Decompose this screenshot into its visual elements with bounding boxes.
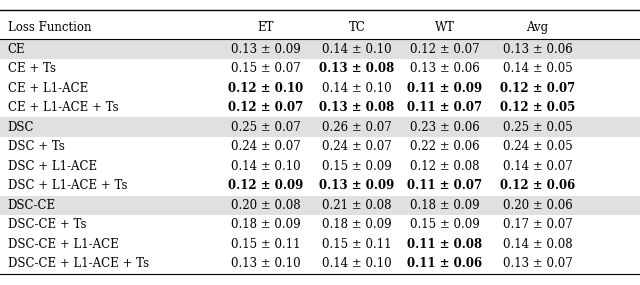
Text: 0.18 ± 0.09: 0.18 ± 0.09 (410, 199, 479, 212)
Text: 0.11 ± 0.09: 0.11 ± 0.09 (407, 82, 483, 95)
Text: 0.14 ± 0.10: 0.14 ± 0.10 (231, 160, 300, 173)
Text: CE + L1-ACE + Ts: CE + L1-ACE + Ts (8, 101, 118, 114)
Text: Avg: Avg (527, 21, 548, 34)
Text: 0.13 ± 0.09: 0.13 ± 0.09 (231, 42, 300, 56)
Text: 0.15 ± 0.09: 0.15 ± 0.09 (323, 160, 392, 173)
Text: DSC + Ts: DSC + Ts (8, 140, 65, 153)
Text: 0.15 ± 0.11: 0.15 ± 0.11 (323, 238, 392, 251)
Text: 0.18 ± 0.09: 0.18 ± 0.09 (231, 218, 300, 231)
Text: 0.14 ± 0.10: 0.14 ± 0.10 (323, 82, 392, 95)
Text: CE + Ts: CE + Ts (8, 62, 56, 75)
Text: 0.14 ± 0.07: 0.14 ± 0.07 (503, 160, 572, 173)
Text: DSC-CE + L1-ACE + Ts: DSC-CE + L1-ACE + Ts (8, 257, 149, 270)
Text: 0.17 ± 0.07: 0.17 ± 0.07 (503, 218, 572, 231)
Text: 0.13 ± 0.06: 0.13 ± 0.06 (503, 42, 572, 56)
Text: 0.11 ± 0.07: 0.11 ± 0.07 (407, 101, 483, 114)
Text: Loss Function: Loss Function (8, 21, 91, 34)
Bar (0, 39, 640, 59)
Text: 0.18 ± 0.09: 0.18 ± 0.09 (323, 218, 392, 231)
Text: 0.14 ± 0.08: 0.14 ± 0.08 (503, 238, 572, 251)
Text: 0.26 ± 0.07: 0.26 ± 0.07 (323, 121, 392, 134)
Text: 0.22 ± 0.06: 0.22 ± 0.06 (410, 140, 479, 153)
Text: 0.11 ± 0.06: 0.11 ± 0.06 (407, 257, 483, 270)
Text: 0.13 ± 0.06: 0.13 ± 0.06 (410, 62, 479, 75)
Text: 0.12 ± 0.07: 0.12 ± 0.07 (228, 101, 303, 114)
Text: 0.12 ± 0.07: 0.12 ± 0.07 (410, 42, 479, 56)
Text: 0.13 ± 0.10: 0.13 ± 0.10 (231, 257, 300, 270)
Text: 0.11 ± 0.08: 0.11 ± 0.08 (407, 238, 483, 251)
Text: 0.12 ± 0.09: 0.12 ± 0.09 (228, 179, 303, 192)
Text: 0.25 ± 0.07: 0.25 ± 0.07 (231, 121, 300, 134)
Text: 0.12 ± 0.10: 0.12 ± 0.10 (228, 82, 303, 95)
Text: 0.20 ± 0.06: 0.20 ± 0.06 (503, 199, 572, 212)
Text: WT: WT (435, 21, 455, 34)
Text: 0.12 ± 0.07: 0.12 ± 0.07 (500, 82, 575, 95)
Text: CE + L1-ACE: CE + L1-ACE (8, 82, 88, 95)
Text: 0.12 ± 0.08: 0.12 ± 0.08 (410, 160, 479, 173)
Text: DSC + L1-ACE + Ts: DSC + L1-ACE + Ts (8, 179, 127, 192)
Text: ET: ET (257, 21, 274, 34)
Text: 0.14 ± 0.10: 0.14 ± 0.10 (323, 42, 392, 56)
Text: 0.15 ± 0.11: 0.15 ± 0.11 (231, 238, 300, 251)
Text: 0.13 ± 0.09: 0.13 ± 0.09 (319, 179, 395, 192)
Text: 0.20 ± 0.08: 0.20 ± 0.08 (231, 199, 300, 212)
Text: 0.13 ± 0.07: 0.13 ± 0.07 (503, 257, 572, 270)
Text: 0.23 ± 0.06: 0.23 ± 0.06 (410, 121, 479, 134)
Text: TC: TC (349, 21, 365, 34)
Text: DSC + L1-ACE: DSC + L1-ACE (8, 160, 97, 173)
Bar (0, 117, 640, 137)
Text: 0.24 ± 0.07: 0.24 ± 0.07 (231, 140, 300, 153)
Text: CE: CE (8, 42, 26, 56)
Text: DSC: DSC (8, 121, 34, 134)
Text: 0.11 ± 0.07: 0.11 ± 0.07 (407, 179, 483, 192)
Text: 0.12 ± 0.06: 0.12 ± 0.06 (500, 179, 575, 192)
Text: 0.14 ± 0.05: 0.14 ± 0.05 (503, 62, 572, 75)
Text: 0.15 ± 0.07: 0.15 ± 0.07 (231, 62, 300, 75)
Text: 0.15 ± 0.09: 0.15 ± 0.09 (410, 218, 479, 231)
Text: 0.14 ± 0.10: 0.14 ± 0.10 (323, 257, 392, 270)
Text: 0.24 ± 0.05: 0.24 ± 0.05 (503, 140, 572, 153)
Text: 0.13 ± 0.08: 0.13 ± 0.08 (319, 62, 395, 75)
Text: 0.13 ± 0.08: 0.13 ± 0.08 (319, 101, 395, 114)
Text: 0.12 ± 0.05: 0.12 ± 0.05 (500, 101, 575, 114)
Bar (0, 196, 640, 215)
Text: DSC-CE + L1-ACE: DSC-CE + L1-ACE (8, 238, 118, 251)
Text: 0.25 ± 0.05: 0.25 ± 0.05 (503, 121, 572, 134)
Text: 0.21 ± 0.08: 0.21 ± 0.08 (323, 199, 392, 212)
Text: DSC-CE: DSC-CE (8, 199, 56, 212)
Text: 0.24 ± 0.07: 0.24 ± 0.07 (323, 140, 392, 153)
Text: DSC-CE + Ts: DSC-CE + Ts (8, 218, 86, 231)
